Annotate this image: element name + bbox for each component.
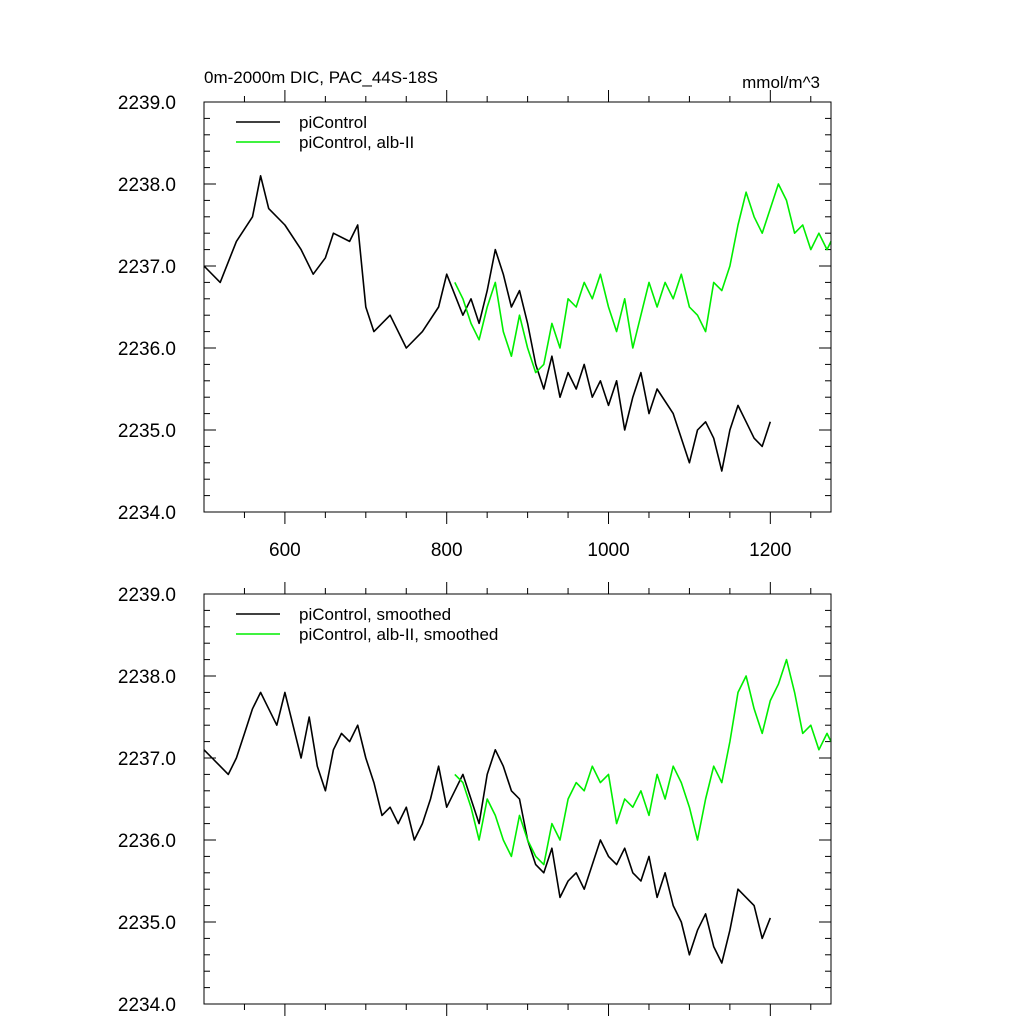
units-label: mmol/m^3: [742, 73, 820, 92]
y-tick-label: 2237.0: [118, 749, 176, 770]
y-tick-label: 2235.0: [118, 421, 176, 442]
x-tick-label: 1200: [749, 540, 791, 561]
y-tick-label: 2236.0: [118, 339, 176, 360]
y-tick-label: 2237.0: [118, 257, 176, 278]
series-line-picontrol: [203, 175, 772, 472]
legend-label: piControl, alb-II: [299, 133, 414, 152]
y-tick-label: 2235.0: [118, 913, 176, 934]
y-tick-label: 2239.0: [118, 585, 176, 606]
x-tick-label: 1000: [587, 540, 629, 561]
legend-label: piControl, smoothed: [299, 605, 451, 624]
y-tick-label: 2239.0: [118, 93, 176, 114]
y-tick-label: 2234.0: [118, 995, 176, 1016]
plot-frame: [203, 593, 832, 1005]
series-line-picontrol-alb-ii: [454, 658, 832, 866]
series-line-picontrol: [203, 691, 772, 964]
x-tick-label: 600: [269, 540, 301, 561]
x-tick-label: 800: [431, 540, 463, 561]
bottom-panel: 2234.0 2235.0 2236.0 2237.0 2238.0 2239.0 piC…: [118, 582, 832, 1016]
plot-frame: [203, 101, 832, 513]
top-panel: 0m-2000m DIC, PAC_44S-18S mmol/m^3 2234.…: [118, 68, 832, 561]
chart-title: 0m-2000m DIC, PAC_44S-18S: [204, 68, 438, 87]
y-tick-label: 2236.0: [118, 831, 176, 852]
y-tick-label: 2234.0: [118, 503, 176, 524]
legend-label: piControl, alb-II, smoothed: [299, 625, 498, 644]
legend-label: piControl: [299, 113, 367, 132]
series-line-picontrol-alb-ii: [454, 183, 832, 374]
y-tick-label: 2238.0: [118, 667, 176, 688]
y-tick-label: 2238.0: [118, 175, 176, 196]
